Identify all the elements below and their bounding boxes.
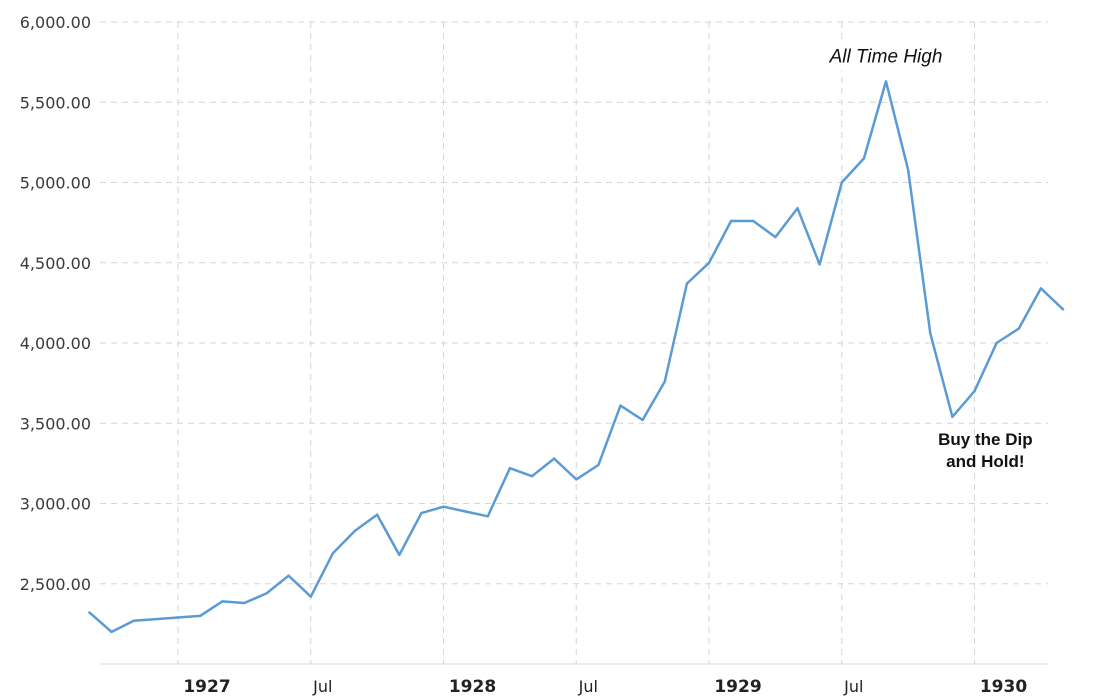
- data-point: [265, 592, 268, 595]
- data-point: [552, 457, 556, 460]
- data-point: [951, 415, 954, 418]
- x-tick-label: 1928: [449, 677, 496, 697]
- x-tick-label: Jul: [578, 677, 598, 696]
- data-point: [840, 181, 843, 184]
- data-point: [331, 552, 335, 555]
- x-tick-label: 1929: [714, 677, 761, 697]
- data-point: [398, 553, 401, 557]
- series-layer: [88, 80, 1065, 634]
- x-tick-label: Jul: [843, 677, 863, 696]
- data-point: [929, 332, 932, 335]
- annotation-background: [816, 44, 956, 71]
- data-point: [1061, 308, 1065, 311]
- data-point: [619, 404, 622, 407]
- data-point: [685, 282, 689, 285]
- data-point: [818, 263, 821, 266]
- y-tick-label: 2,500.00: [20, 575, 91, 594]
- grid-lines: [100, 21, 1048, 665]
- data-point: [442, 505, 445, 508]
- data-point: [154, 617, 158, 621]
- data-point: [353, 529, 357, 532]
- data-point: [508, 467, 512, 470]
- data-point: [796, 207, 799, 210]
- y-tick-label: 3,000.00: [20, 495, 91, 514]
- annotation-dip: and Hold!: [946, 452, 1024, 471]
- data-point: [243, 601, 246, 605]
- data-point: [1039, 287, 1043, 290]
- y-tick-label: 4,500.00: [20, 254, 91, 273]
- data-point: [575, 478, 578, 481]
- x-axis-tick-labels: 1927 Jul 1928 Jul 1929 Jul 1930: [183, 677, 1027, 697]
- y-tick-label: 5,000.00: [20, 174, 91, 193]
- x-tick-label: 1930: [980, 677, 1027, 697]
- data-point: [707, 261, 711, 264]
- annotation-ath: All Time High: [829, 46, 943, 67]
- data-point: [906, 168, 910, 171]
- data-point: [221, 600, 224, 603]
- data-point: [729, 219, 733, 223]
- data-point: [973, 390, 976, 393]
- data-point: [597, 463, 600, 467]
- data-point: [110, 630, 113, 634]
- data-point: [176, 616, 180, 619]
- x-tick-label: 1927: [183, 677, 230, 697]
- data-point: [309, 595, 312, 598]
- data-point: [464, 510, 467, 513]
- data-point: [198, 614, 202, 618]
- data-point: [88, 611, 91, 614]
- data-point: [530, 475, 534, 478]
- y-tick-label: 5,500.00: [20, 93, 91, 112]
- y-tick-label: 6,000.00: [20, 13, 91, 32]
- data-point: [1017, 327, 1020, 330]
- y-axis-tick-labels: 2,500.00 3,000.00 3,500.00 4,000.00 4,500.00…: [20, 13, 91, 594]
- data-point: [486, 515, 489, 518]
- data-point: [663, 380, 666, 383]
- data-point: [884, 80, 888, 83]
- data-point: [995, 341, 998, 345]
- annotation-dip: Buy the Dip: [938, 430, 1032, 449]
- data-point: [862, 157, 866, 160]
- x-tick-label: Jul: [312, 677, 332, 696]
- data-point: [420, 511, 423, 515]
- data-point: [132, 619, 135, 622]
- data-point: [641, 418, 644, 422]
- data-point: [752, 219, 755, 223]
- data-point: [375, 513, 379, 516]
- y-tick-label: 4,000.00: [20, 334, 91, 353]
- data-point: [287, 574, 290, 577]
- data-point: [774, 235, 777, 239]
- annotations: All Time High Buy the Dip and Hold!: [816, 44, 1033, 471]
- y-tick-label: 3,500.00: [20, 414, 91, 433]
